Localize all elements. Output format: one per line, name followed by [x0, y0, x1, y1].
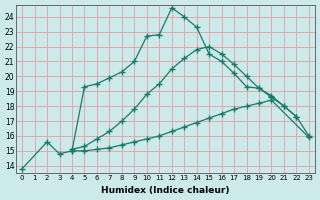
X-axis label: Humidex (Indice chaleur): Humidex (Indice chaleur) [101, 186, 230, 195]
